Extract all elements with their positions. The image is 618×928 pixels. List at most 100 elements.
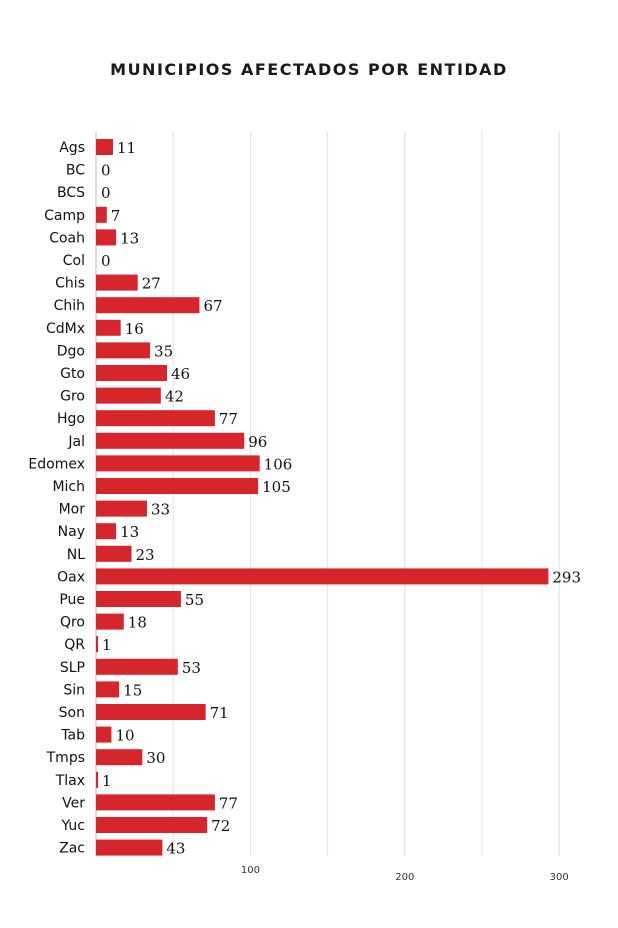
chart-title: MUNICIPIOS AFECTADOS POR ENTIDAD <box>110 60 508 79</box>
bar-layer <box>96 139 549 856</box>
bar <box>96 794 215 811</box>
bar <box>96 139 113 155</box>
bar <box>96 545 132 562</box>
value-label: 15 <box>123 681 142 699</box>
bar <box>96 681 120 698</box>
bar <box>96 342 151 359</box>
bar <box>96 206 107 223</box>
value-label: 27 <box>142 275 161 293</box>
bar <box>96 658 178 675</box>
value-label: 10 <box>115 727 134 745</box>
value-label: 13 <box>120 523 139 541</box>
bar <box>96 726 112 743</box>
value-label: 67 <box>203 297 222 315</box>
category-label: Yuc <box>60 818 85 834</box>
value-label: 30 <box>146 749 165 767</box>
category-label: Gto <box>60 366 85 382</box>
value-label: 46 <box>171 365 190 383</box>
value-label: 77 <box>219 410 238 428</box>
bar <box>96 771 98 788</box>
category-label: Mor <box>59 502 86 518</box>
bar <box>96 591 181 607</box>
bar <box>96 229 117 246</box>
category-label: NL <box>67 547 85 563</box>
category-label: Son <box>59 705 85 721</box>
value-label: 16 <box>125 320 144 338</box>
category-label: Ags <box>59 140 85 156</box>
bar <box>96 749 143 766</box>
value-label: 293 <box>552 568 581 586</box>
value-label: 13 <box>120 229 139 247</box>
category-label: Pue <box>59 592 85 608</box>
category-label: Col <box>63 253 85 269</box>
value-label: 96 <box>248 433 267 451</box>
category-label: Coah <box>49 230 85 246</box>
value-label: 1 <box>102 772 112 790</box>
x-tick-label: 300 <box>550 872 569 883</box>
category-label: Chis <box>55 276 85 292</box>
value-label: 106 <box>264 455 293 473</box>
bar <box>96 297 200 314</box>
category-label: Zac <box>59 841 85 857</box>
bar <box>96 455 260 472</box>
value-label: 0 <box>101 184 111 202</box>
category-label: Edomex <box>28 456 85 472</box>
category-label: CdMx <box>46 321 85 337</box>
value-label: 0 <box>101 252 111 270</box>
x-tick-label: 100 <box>241 865 260 876</box>
bar <box>96 410 215 427</box>
value-label: 23 <box>136 546 155 564</box>
category-label: Chih <box>54 298 85 314</box>
category-label: Hgo <box>57 411 85 427</box>
value-label: 42 <box>165 388 184 406</box>
category-label: Gro <box>60 389 85 405</box>
bar <box>96 478 259 494</box>
value-label: 11 <box>117 139 136 157</box>
value-label: 33 <box>151 501 170 519</box>
bar <box>96 568 549 585</box>
bar <box>96 319 121 336</box>
bar <box>96 432 245 449</box>
value-label: 0 <box>101 162 111 180</box>
bar <box>96 613 124 630</box>
category-label: Tab <box>60 728 85 744</box>
category-label: Nay <box>58 524 85 540</box>
value-label: 105 <box>262 478 291 496</box>
category-label: Oax <box>57 569 85 585</box>
bar <box>96 839 163 856</box>
bar <box>96 636 98 653</box>
bar <box>96 704 206 720</box>
bar <box>96 523 117 540</box>
tick-layer: 100 200 300 <box>241 865 569 883</box>
value-label: 43 <box>166 840 185 858</box>
category-label: BC <box>66 163 85 179</box>
value-label: 53 <box>182 659 201 677</box>
bar <box>96 500 147 517</box>
x-tick-label: 200 <box>395 872 414 883</box>
category-label: Dgo <box>57 343 85 359</box>
value-label: 7 <box>111 207 121 225</box>
bar <box>96 365 168 381</box>
category-label: Tmps <box>46 750 85 766</box>
category-label: Tlax <box>55 773 85 789</box>
value-label: 1 <box>102 636 112 654</box>
value-label: 18 <box>128 614 147 632</box>
bar <box>96 274 138 291</box>
value-label: 55 <box>185 591 204 609</box>
value-label: 77 <box>219 794 238 812</box>
category-label: Sin <box>63 682 85 698</box>
bar <box>96 387 161 404</box>
value-label: 72 <box>211 817 230 835</box>
value-label: 35 <box>154 342 173 360</box>
category-label: Jal <box>67 434 85 450</box>
bar <box>96 817 208 833</box>
category-label: BCS <box>57 185 85 201</box>
category-label: Qro <box>60 615 85 631</box>
category-label: Mich <box>52 479 85 495</box>
category-label: Ver <box>62 795 85 811</box>
category-label: Camp <box>44 208 85 224</box>
value-label: 71 <box>210 704 229 722</box>
category-label: SLP <box>60 660 85 676</box>
